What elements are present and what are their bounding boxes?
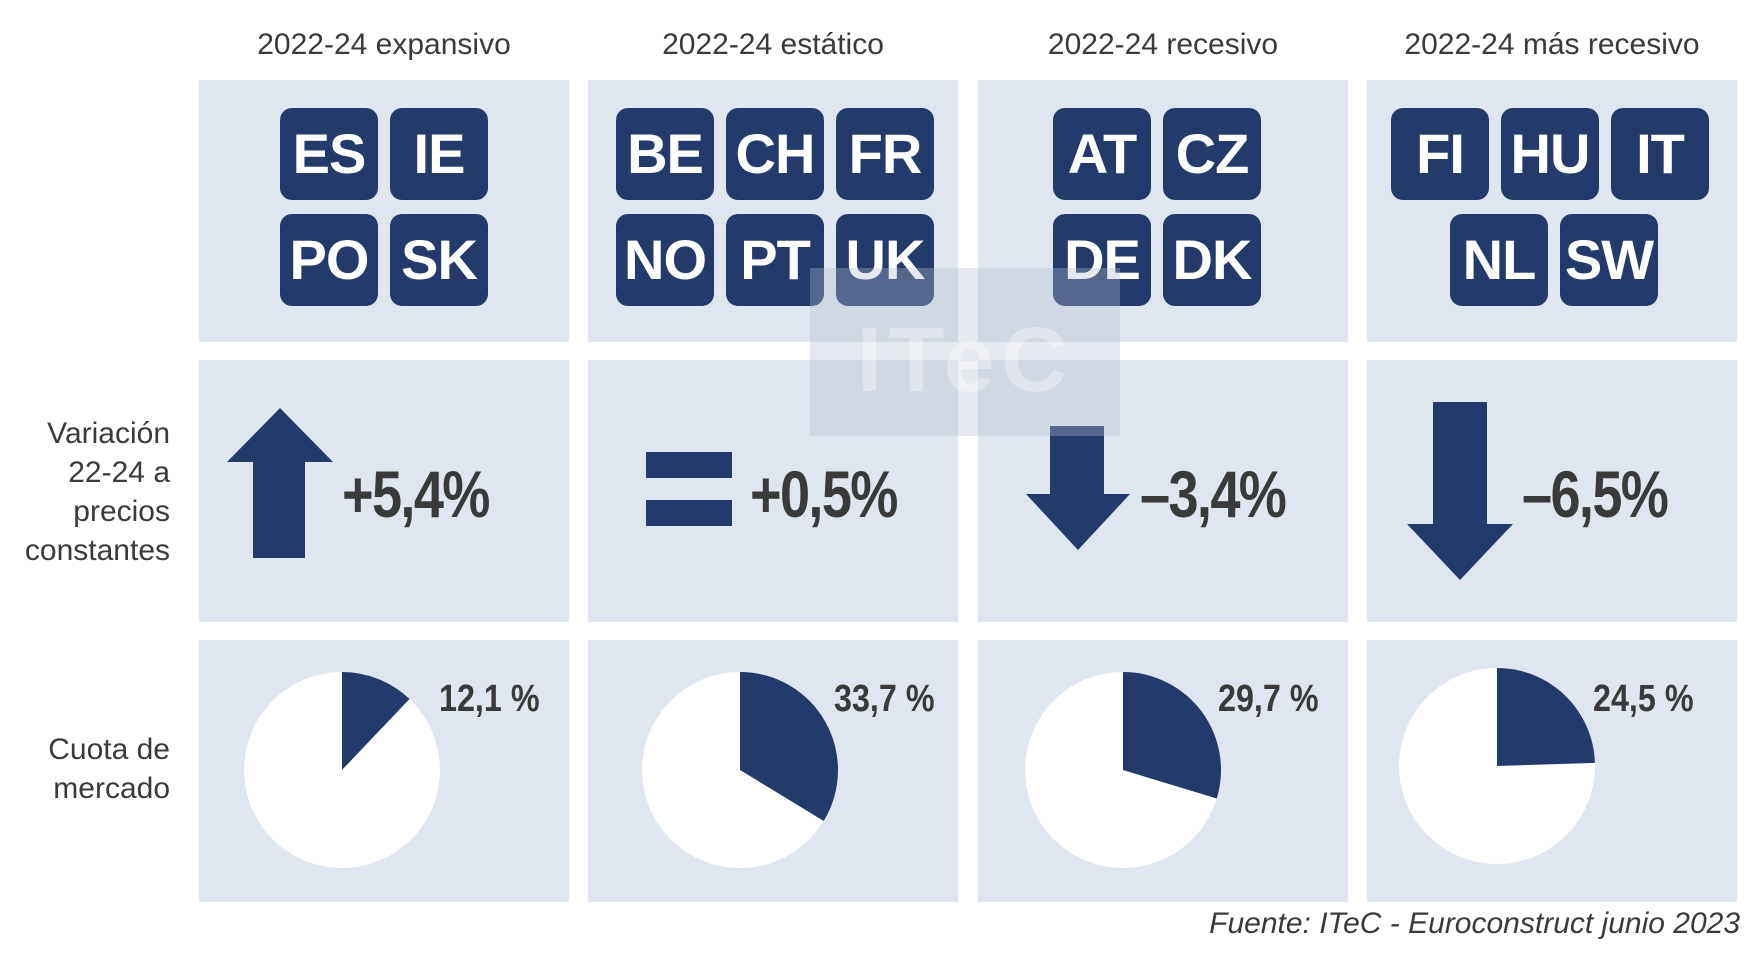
country-badge: NL — [1450, 214, 1548, 306]
variation-panel-recesivo: –3,4% — [978, 360, 1348, 622]
country-badge: DK — [1163, 214, 1261, 306]
country-badge: NO — [616, 214, 714, 306]
column-title-expansivo: 2022-24 expansivo — [257, 28, 511, 61]
arrow-down-icon — [1026, 426, 1130, 550]
variation-value: –6,5% — [1522, 457, 1669, 531]
share-label: 12,1 % — [439, 678, 540, 720]
country-badge: CH — [726, 108, 824, 200]
share-panel-recesivo: 29,7 % — [978, 640, 1348, 902]
watermark-text: ITeC — [856, 309, 1074, 411]
country-badge: HU — [1501, 108, 1599, 200]
countries-panel-recesivo: AT CZ DE DK — [978, 80, 1348, 342]
equals-icon — [646, 452, 732, 526]
pie-slice — [740, 672, 838, 821]
column-title-estatico: 2022-24 estático — [662, 28, 884, 61]
share-label: 29,7 % — [1218, 678, 1319, 720]
share-panel-mas-recesivo: 24,5 % — [1367, 640, 1737, 902]
country-badge: AT — [1053, 108, 1151, 200]
country-badge: SW — [1560, 214, 1658, 306]
row-label-variation-line: 22-24 a — [68, 456, 170, 489]
row-label-variation-line: Variación — [47, 417, 170, 450]
variation-value: –3,4% — [1140, 457, 1287, 531]
pie-slice — [1123, 672, 1221, 799]
share-pie — [642, 672, 838, 868]
country-badge: IT — [1611, 108, 1709, 200]
itec-watermark-logo: ITeC — [810, 268, 1120, 436]
country-badge: UK — [836, 214, 934, 306]
row-label-variation: Variación 22-24 a precios constantes — [0, 414, 170, 570]
country-badge: SK — [390, 214, 488, 306]
row-label-share: Cuota de mercado — [0, 730, 170, 808]
share-pie — [244, 672, 440, 868]
share-label: 24,5 % — [1593, 678, 1694, 720]
source-note: Fuente: ITeC - Euroconstruct junio 2023 — [1209, 907, 1740, 940]
pie-slice — [342, 672, 410, 770]
share-label: 33,7 % — [834, 678, 935, 720]
country-badge: IE — [390, 108, 488, 200]
country-badge: BE — [616, 108, 714, 200]
column-title-mas-recesivo: 2022-24 más recesivo — [1404, 28, 1700, 61]
arrow-down-icon — [1407, 402, 1513, 580]
share-pie — [1025, 672, 1221, 868]
countries-panel-mas-recesivo: FI HU IT NL SW — [1367, 80, 1737, 342]
country-badge: ES — [280, 108, 378, 200]
variation-value: +0,5% — [750, 457, 898, 531]
share-panel-expansivo: 12,1 % — [199, 640, 569, 902]
row-label-share-line: mercado — [53, 772, 170, 805]
countries-panel-estatico: BE CH FR NO PT UK — [588, 80, 958, 342]
country-badge: FI — [1391, 108, 1489, 200]
variation-panel-expansivo: +5,4% — [199, 360, 569, 622]
variation-value: +5,4% — [342, 457, 490, 531]
country-badge: PT — [726, 214, 824, 306]
country-badge: FR — [836, 108, 934, 200]
row-label-variation-line: precios — [73, 495, 170, 528]
row-label-share-line: Cuota de — [48, 733, 170, 766]
column-title-recesivo: 2022-24 recesivo — [1047, 28, 1279, 61]
country-badge: PO — [280, 214, 378, 306]
variation-panel-mas-recesivo: –6,5% — [1367, 360, 1737, 622]
share-panel-estatico: 33,7 % — [588, 640, 958, 902]
pie-slice — [1497, 668, 1595, 766]
share-pie — [1399, 668, 1595, 864]
countries-panel-expansivo: ES IE PO SK — [199, 80, 569, 342]
arrow-up-icon — [227, 408, 333, 558]
variation-panel-estatico: +0,5% — [588, 360, 958, 622]
country-badge: DE — [1053, 214, 1151, 306]
country-badge: CZ — [1163, 108, 1261, 200]
row-label-variation-line: constantes — [24, 534, 170, 567]
